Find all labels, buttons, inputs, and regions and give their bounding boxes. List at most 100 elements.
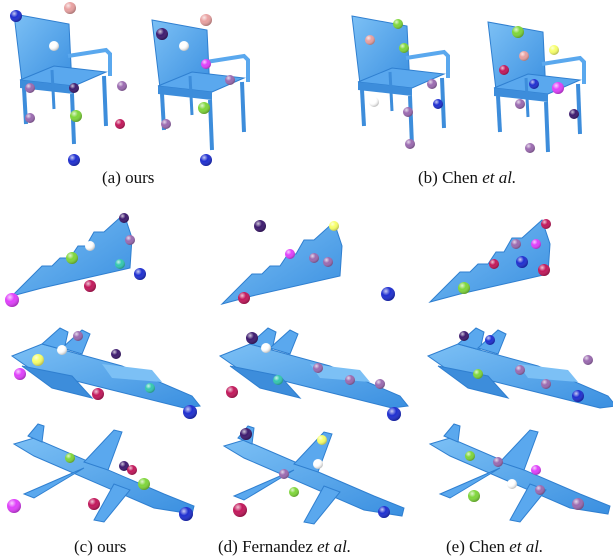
keypoint-sphere: [531, 465, 541, 475]
keypoint-sphere: [393, 19, 403, 29]
keypoint-sphere: [323, 257, 333, 267]
keypoint-sphere: [161, 119, 171, 129]
keypoint-sphere: [427, 79, 437, 89]
keypoint-sphere: [14, 368, 26, 380]
keypoint-sphere: [515, 99, 525, 109]
caption-e: (e) Chen et al.: [446, 537, 544, 556]
chair-ours-left: [12, 12, 112, 146]
keypoint-sphere: [499, 65, 509, 75]
keypoint-sphere: [569, 109, 579, 119]
keypoint-sphere: [473, 369, 483, 379]
keypoint-sphere: [134, 268, 146, 280]
keypoint-sphere: [279, 469, 289, 479]
keypoint-sphere: [127, 465, 137, 475]
keypoint-sphere: [519, 51, 529, 61]
keypoint-layer: [5, 2, 593, 521]
keypoint-sphere: [313, 363, 323, 373]
keypoint-sphere: [313, 459, 323, 469]
keypoint-sphere: [369, 97, 379, 107]
keypoint-sphere: [119, 213, 129, 223]
keypoint-sphere: [66, 252, 78, 264]
keypoint-sphere: [117, 81, 127, 91]
keypoint-sphere: [10, 10, 22, 22]
keypoint-sphere: [572, 498, 584, 510]
keypoint-sphere: [119, 461, 129, 471]
keypoint-sphere: [25, 83, 35, 93]
keypoint-sphere: [68, 154, 80, 166]
keypoint-sphere: [57, 345, 67, 355]
keypoint-sphere: [378, 506, 390, 518]
keypoint-sphere: [405, 139, 415, 149]
caption-b: (b) Chen et al.: [418, 168, 517, 187]
keypoint-sphere: [507, 479, 517, 489]
keypoint-sphere: [433, 99, 443, 109]
keypoint-sphere: [246, 332, 258, 344]
keypoint-sphere: [261, 343, 271, 353]
keypoint-sphere: [179, 507, 193, 521]
keypoint-sphere: [535, 485, 545, 495]
keypoint-sphere: [515, 365, 525, 375]
keypoint-sphere: [273, 375, 283, 385]
keypoint-sphere: [115, 119, 125, 129]
keypoint-sphere: [145, 383, 155, 393]
keypoint-sphere: [183, 405, 197, 419]
keypoint-sphere: [225, 75, 235, 85]
airliner-fernandez: [223, 425, 405, 525]
keypoint-sphere: [198, 102, 210, 114]
keypoint-sphere: [375, 379, 385, 389]
keypoint-sphere: [92, 388, 104, 400]
caption-d: (d) Fernandez et al.: [218, 537, 352, 556]
keypoint-sphere: [111, 349, 121, 359]
keypoint-sphere: [459, 331, 469, 341]
keypoint-sphere: [541, 219, 551, 229]
keypoint-sphere: [115, 259, 125, 269]
keypoint-sphere: [289, 487, 299, 497]
keypoint-sphere: [552, 82, 564, 94]
keypoint-sphere: [511, 239, 521, 249]
keypoint-sphere: [25, 113, 35, 123]
keypoint-sphere: [516, 256, 528, 268]
keypoint-sphere: [49, 41, 59, 51]
keypoint-sphere: [387, 407, 401, 421]
keypoint-sphere: [345, 375, 355, 385]
keypoint-sphere: [381, 287, 395, 301]
keypoint-sphere: [541, 379, 551, 389]
keypoint-sphere: [240, 428, 252, 440]
keypoint-sphere: [465, 451, 475, 461]
keypoint-sphere: [525, 143, 535, 153]
keypoint-sphere: [512, 26, 524, 38]
keypoint-sphere: [489, 259, 499, 269]
keypoint-sphere: [403, 107, 413, 117]
keypoint-sphere: [200, 154, 212, 166]
keypoint-sphere: [70, 110, 82, 122]
keypoint-sphere: [138, 478, 150, 490]
keypoint-sphere: [583, 355, 593, 365]
keypoint-sphere: [88, 498, 100, 510]
keypoint-sphere: [485, 335, 495, 345]
keypoint-sphere: [226, 386, 238, 398]
keypoint-sphere: [254, 220, 266, 232]
keypoint-sphere: [179, 41, 189, 51]
keypoint-sphere: [538, 264, 550, 276]
keypoint-sphere: [285, 249, 295, 259]
keypoint-sphere: [529, 79, 539, 89]
keypoint-sphere: [201, 59, 211, 69]
chair-ours-right: [150, 18, 250, 152]
keypoint-sphere: [572, 390, 584, 402]
airliner-ours: [13, 423, 195, 523]
keypoint-sphere: [69, 83, 79, 93]
keypoint-sphere: [200, 14, 212, 26]
keypoint-sphere: [32, 354, 44, 366]
keypoint-sphere: [233, 503, 247, 517]
keypoint-sphere: [7, 499, 21, 513]
keypoint-sphere: [64, 2, 76, 14]
caption-a: (a) ours: [102, 168, 155, 187]
keypoint-sphere: [493, 457, 503, 467]
keypoint-sphere: [317, 435, 327, 445]
keypoint-sphere: [5, 293, 19, 307]
keypoint-sphere: [309, 253, 319, 263]
keypoint-sphere: [65, 453, 75, 463]
jet-ours: [11, 327, 201, 409]
keypoint-sphere: [84, 280, 96, 292]
